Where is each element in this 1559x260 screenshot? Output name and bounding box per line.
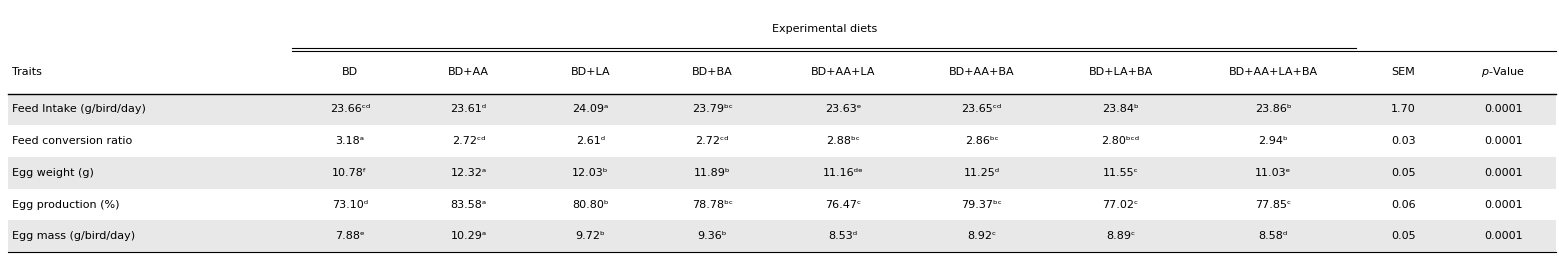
Text: 2.61ᵈ: 2.61ᵈ	[575, 136, 605, 146]
Text: 79.37ᵇᶜ: 79.37ᵇᶜ	[962, 200, 1002, 210]
Text: BD+BA: BD+BA	[692, 67, 733, 77]
Text: 12.32ᵃ: 12.32ᵃ	[451, 168, 486, 178]
Text: 0.03: 0.03	[1391, 136, 1416, 146]
Text: 2.72ᶜᵈ: 2.72ᶜᵈ	[695, 136, 730, 146]
Text: 8.89ᶜ: 8.89ᶜ	[1105, 231, 1135, 241]
Text: 0.05: 0.05	[1391, 168, 1416, 178]
Text: 23.61ᵈ: 23.61ᵈ	[451, 105, 486, 114]
Text: 77.85ᶜ: 77.85ᶜ	[1255, 200, 1291, 210]
Text: BD: BD	[341, 67, 359, 77]
Text: 23.65ᶜᵈ: 23.65ᶜᵈ	[962, 105, 1002, 114]
Text: Traits: Traits	[12, 67, 42, 77]
Bar	[8, 94, 1556, 125]
Text: 0.0001: 0.0001	[1484, 168, 1523, 178]
Text: BD+AA: BD+AA	[447, 67, 490, 77]
Text: Egg weight (g): Egg weight (g)	[12, 168, 95, 178]
Text: BD+AA+BA: BD+AA+BA	[949, 67, 1015, 77]
Text: 0.0001: 0.0001	[1484, 200, 1523, 210]
Text: 77.02ᶜ: 77.02ᶜ	[1102, 200, 1138, 210]
Text: 11.16ᵈᵉ: 11.16ᵈᵉ	[823, 168, 864, 178]
Bar	[8, 157, 1556, 189]
Text: 11.89ᵇ: 11.89ᵇ	[694, 168, 731, 178]
Text: BD+LA: BD+LA	[571, 67, 610, 77]
Text: Egg production (%): Egg production (%)	[12, 200, 120, 210]
Text: 10.78ᶠ: 10.78ᶠ	[332, 168, 368, 178]
Text: 9.72ᵇ: 9.72ᵇ	[575, 231, 605, 241]
Text: Experimental diets: Experimental diets	[772, 24, 876, 34]
Text: 76.47ᶜ: 76.47ᶜ	[825, 200, 861, 210]
Text: 0.0001: 0.0001	[1484, 136, 1523, 146]
Text: 1.70: 1.70	[1391, 105, 1416, 114]
Text: BD+LA+BA: BD+LA+BA	[1088, 67, 1152, 77]
Text: BD+AA+LA: BD+AA+LA	[811, 67, 875, 77]
Text: 23.63ᵉ: 23.63ᵉ	[825, 105, 861, 114]
Text: 23.66ᶜᵈ: 23.66ᶜᵈ	[331, 105, 369, 114]
Text: 10.29ᵃ: 10.29ᵃ	[451, 231, 486, 241]
Text: 0.06: 0.06	[1391, 200, 1416, 210]
Text: Feed conversion ratio: Feed conversion ratio	[12, 136, 133, 146]
Text: 3.18ᵃ: 3.18ᵃ	[335, 136, 365, 146]
Text: 2.86ᵇᶜ: 2.86ᵇᶜ	[965, 136, 999, 146]
Text: 11.03ᵉ: 11.03ᵉ	[1255, 168, 1291, 178]
Text: 2.94ᵇ: 2.94ᵇ	[1258, 136, 1288, 146]
Text: 78.78ᵇᶜ: 78.78ᵇᶜ	[692, 200, 733, 210]
Text: 23.84ᵇ: 23.84ᵇ	[1102, 105, 1140, 114]
Text: 7.88ᵉ: 7.88ᵉ	[335, 231, 365, 241]
Text: BD+AA+LA+BA: BD+AA+LA+BA	[1228, 67, 1317, 77]
Text: SEM: SEM	[1392, 67, 1416, 77]
Text: 9.36ᵇ: 9.36ᵇ	[697, 231, 726, 241]
Text: 24.09ᵃ: 24.09ᵃ	[572, 105, 608, 114]
Text: Feed Intake (g/bird/day): Feed Intake (g/bird/day)	[12, 105, 147, 114]
Text: Egg mass (g/bird/day): Egg mass (g/bird/day)	[12, 231, 136, 241]
Text: 8.92ᶜ: 8.92ᶜ	[967, 231, 996, 241]
Text: $p$-Value: $p$-Value	[1481, 65, 1525, 79]
Text: 80.80ᵇ: 80.80ᵇ	[572, 200, 608, 210]
Text: 2.88ᵇᶜ: 2.88ᵇᶜ	[826, 136, 859, 146]
Text: 2.80ᵇᶜᵈ: 2.80ᵇᶜᵈ	[1102, 136, 1140, 146]
Text: 8.53ᵈ: 8.53ᵈ	[828, 231, 857, 241]
Text: 23.86ᵇ: 23.86ᵇ	[1255, 105, 1291, 114]
Text: 83.58ᵃ: 83.58ᵃ	[451, 200, 486, 210]
Text: 12.03ᵇ: 12.03ᵇ	[572, 168, 608, 178]
Text: 8.58ᵈ: 8.58ᵈ	[1258, 231, 1288, 241]
Text: 0.0001: 0.0001	[1484, 231, 1523, 241]
Text: 2.72ᶜᵈ: 2.72ᶜᵈ	[452, 136, 485, 146]
Text: 0.0001: 0.0001	[1484, 105, 1523, 114]
Bar	[8, 220, 1556, 252]
Text: 0.05: 0.05	[1391, 231, 1416, 241]
Text: 73.10ᵈ: 73.10ᵈ	[332, 200, 368, 210]
Text: 11.55ᶜ: 11.55ᶜ	[1102, 168, 1138, 178]
Text: 11.25ᵈ: 11.25ᵈ	[963, 168, 999, 178]
Text: 23.79ᵇᶜ: 23.79ᵇᶜ	[692, 105, 733, 114]
